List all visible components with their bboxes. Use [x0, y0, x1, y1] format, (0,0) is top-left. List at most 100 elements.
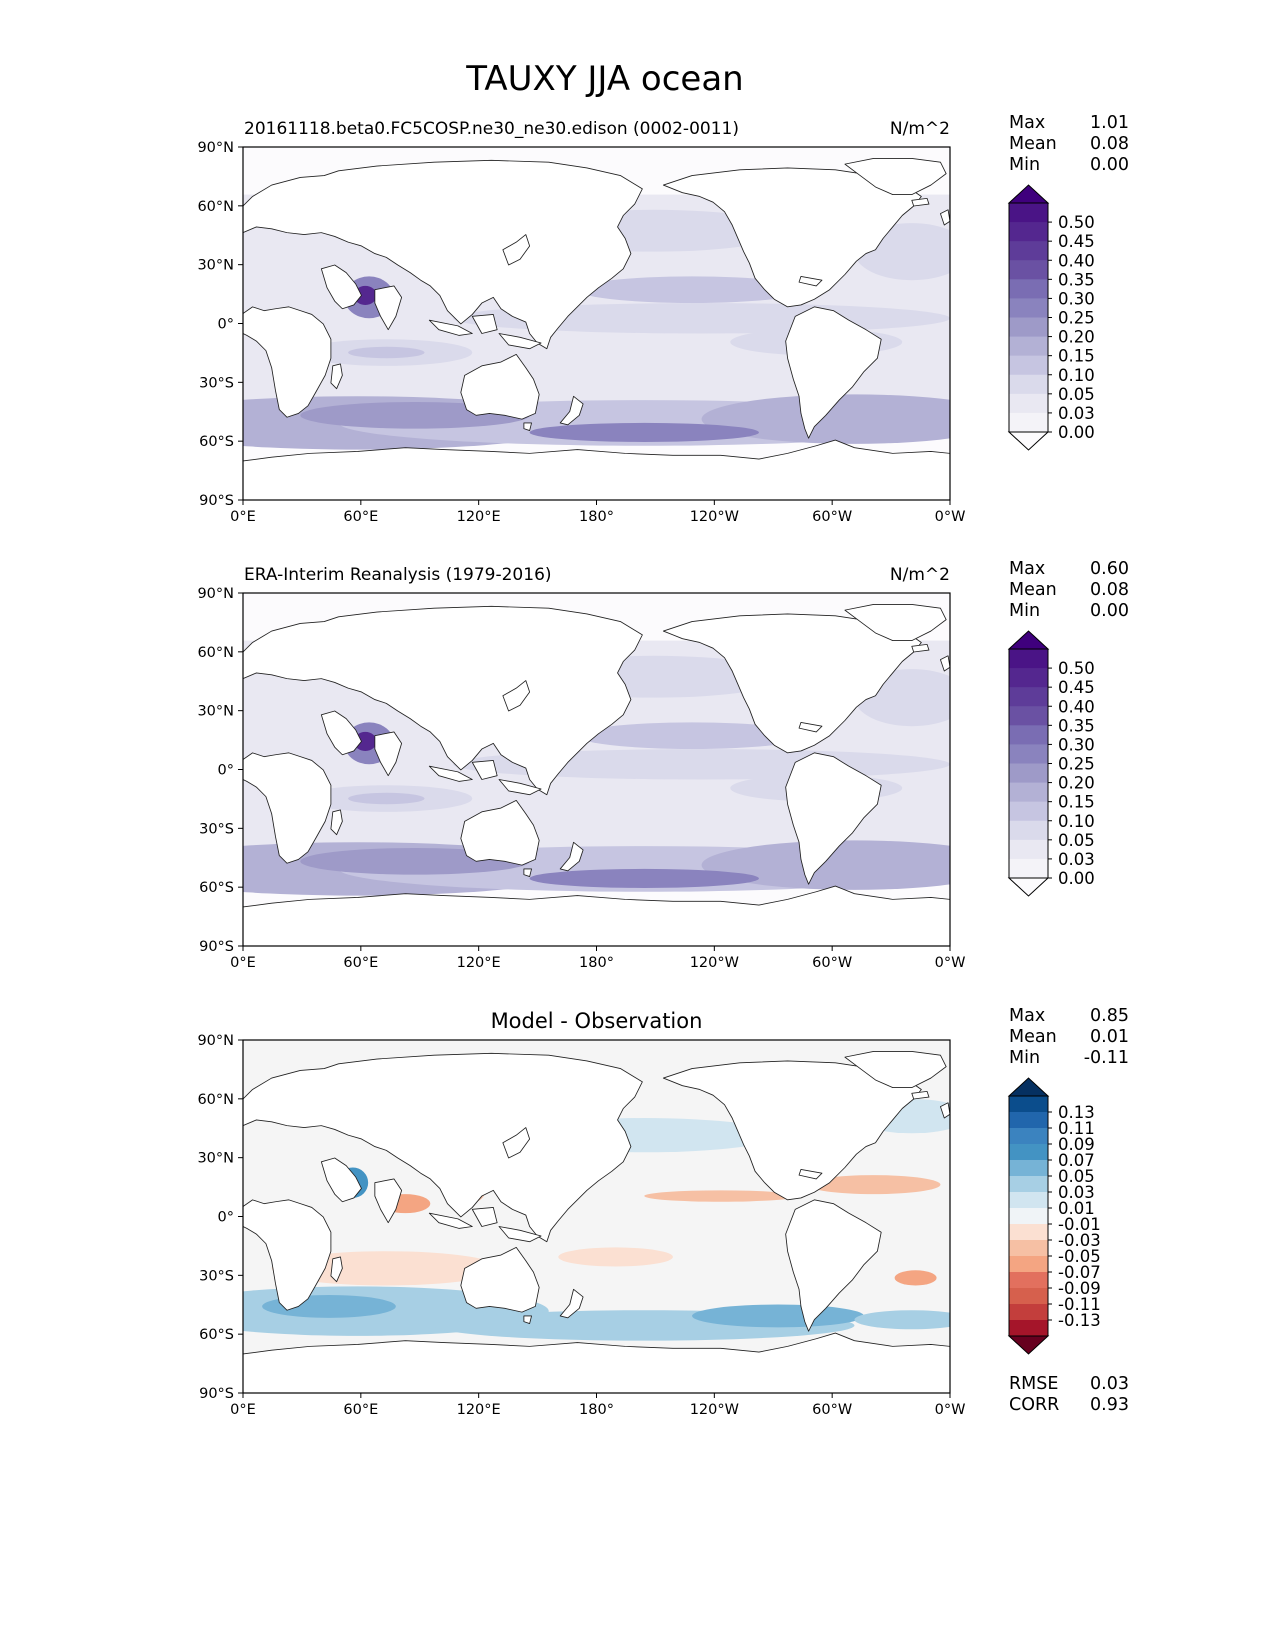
lon-tick-label: 120°E	[457, 1402, 501, 1418]
colorbar-segment	[1009, 260, 1048, 280]
stat-label: Max	[1009, 559, 1045, 579]
lat-tick-label: 60°N	[197, 1092, 234, 1108]
stat-label: Min	[1009, 155, 1040, 175]
colorbar-segment	[1009, 839, 1048, 860]
colorbar-tick-label: 0.30	[1058, 735, 1095, 754]
colorbar-tick-label: 0.13	[1058, 1103, 1095, 1122]
stat-value: -0.11	[1084, 1048, 1129, 1068]
colorbar-segment	[1009, 412, 1048, 433]
colorbar-tick-label: 0.15	[1058, 793, 1095, 812]
colorbar-segment	[1009, 725, 1048, 745]
colorbar-tick-label: 0.20	[1058, 328, 1095, 347]
lon-tick-label: 120°W	[690, 509, 739, 525]
lat-tick-label: 90°S	[199, 493, 234, 509]
colorbar-tick-label: 0.00	[1058, 869, 1095, 888]
colorbar-tick-label: 0.40	[1058, 251, 1095, 270]
colorbar-tick-label: 0.05	[1058, 831, 1095, 850]
colorbar-tick-label: 0.07	[1058, 1151, 1095, 1170]
lon-tick-label: 180°	[579, 955, 614, 971]
panel-model: 20161118.beta0.FC5COSP.ne30_ne30.edison …	[197, 113, 1129, 525]
colorbar-segment	[1009, 1096, 1048, 1113]
lat-tick-label: 90°S	[199, 1386, 234, 1402]
lat-tick-label: 30°N	[197, 258, 234, 274]
colorbar-tick-label: 0.03	[1058, 404, 1095, 423]
colorbar-tick-label: -0.01	[1058, 1215, 1101, 1234]
colorbar-segment	[1009, 1192, 1048, 1209]
lon-tick-label: 60°W	[812, 509, 852, 525]
colorbar-tick-label: 0.40	[1058, 697, 1095, 716]
stat-value: 0.01	[1090, 1027, 1129, 1047]
colorbar-tick-label: 0.50	[1058, 659, 1095, 678]
stat-value: 0.08	[1090, 580, 1129, 600]
stat-value: 0.00	[1090, 601, 1129, 621]
lon-tick-label: 180°	[579, 1402, 614, 1418]
colorbar-tick-label: 0.03	[1058, 850, 1095, 869]
colorbar-segment	[1009, 687, 1048, 707]
colorbar-segment	[1009, 355, 1048, 376]
lat-tick-label: 60°S	[199, 880, 234, 896]
colorbar-segment	[1009, 1240, 1048, 1257]
stat-label: Mean	[1009, 134, 1057, 154]
colorbar-tick-label: 0.45	[1058, 232, 1095, 251]
stat-label: Mean	[1009, 580, 1057, 600]
metric-value: 0.03	[1090, 1374, 1129, 1394]
figure-title: TAUXY JJA ocean	[465, 59, 743, 99]
lat-tick-label: 60°N	[197, 645, 234, 661]
colorbar-frame	[1008, 1095, 1049, 1337]
map-field	[243, 1040, 951, 1394]
lon-tick-label: 0°W	[935, 955, 966, 971]
colorbar-segment	[1009, 279, 1048, 299]
colorbar-tick-label: 0.05	[1058, 1167, 1095, 1186]
colorbar-tick-label: -0.11	[1058, 1295, 1101, 1314]
colorbar-segment	[1009, 393, 1048, 414]
stat-label: Min	[1009, 601, 1040, 621]
panel-diff: Model - Observation 90°N 60°N 30°N 0° 30°S 60°…	[197, 1006, 1129, 1418]
lat-tick-label: 60°S	[199, 1327, 234, 1343]
lat-tick-label: 0°	[218, 763, 234, 779]
colorbar-segment	[1009, 203, 1048, 223]
lat-tick-label: 90°S	[199, 939, 234, 955]
metric-value: 0.93	[1090, 1395, 1129, 1415]
colorbar-segment	[1009, 820, 1048, 841]
colorbar-segment	[1009, 1160, 1048, 1177]
lat-tick-label: 90°N	[197, 140, 234, 156]
stat-label: Max	[1009, 1006, 1045, 1026]
colorbar-tick-label: -0.09	[1058, 1279, 1101, 1298]
panel-title: ERA-Interim Reanalysis (1979-2016)	[244, 565, 552, 585]
colorbar-tick-label: -0.05	[1058, 1247, 1101, 1266]
lat-tick-label: 30°S	[199, 375, 234, 391]
colorbar-tick-label: 0.03	[1058, 1183, 1095, 1202]
lon-tick-label: 60°W	[812, 1402, 852, 1418]
colorbar-tick-label: 0.10	[1058, 812, 1095, 831]
stat-value: 0.60	[1090, 559, 1129, 579]
lon-tick-label: 120°W	[690, 1402, 739, 1418]
colorbar-tick-label: 0.20	[1058, 774, 1095, 793]
colorbar-extend-top	[1007, 630, 1050, 650]
stat-value: 0.08	[1090, 134, 1129, 154]
colorbar-segment	[1009, 1144, 1048, 1161]
colorbar-extend-top	[1007, 184, 1050, 204]
colorbar-tick-label: 0.10	[1058, 366, 1095, 385]
lat-tick-label: 30°S	[199, 1268, 234, 1284]
colorbar-tick-label: 0.11	[1058, 1119, 1095, 1138]
lon-tick-label: 120°E	[457, 955, 501, 971]
colorbar-tick-label: 0.45	[1058, 678, 1095, 697]
map-field	[243, 593, 951, 947]
colorbar-tick-label: -0.07	[1058, 1263, 1101, 1282]
colorbar-tick-label: 0.50	[1058, 213, 1095, 232]
colorbar-segment	[1009, 1320, 1048, 1337]
colorbar-tick-label: -0.03	[1058, 1231, 1101, 1250]
colorbar-segment	[1009, 1208, 1048, 1225]
lat-tick-label: 90°N	[197, 1033, 234, 1049]
colorbar-segment	[1009, 374, 1048, 395]
stat-value: 1.01	[1090, 113, 1129, 133]
colorbar-segment	[1009, 706, 1048, 726]
lat-tick-label: 0°	[218, 1210, 234, 1226]
panel-title: Model - Observation	[491, 1009, 703, 1033]
panels: 20161118.beta0.FC5COSP.ne30_ne30.edison …	[197, 113, 1129, 1418]
colorbar-tick-label: 0.25	[1058, 309, 1095, 328]
stat-label: Mean	[1009, 1027, 1057, 1047]
lat-tick-label: 30°N	[197, 704, 234, 720]
colorbar-segment	[1009, 1224, 1048, 1241]
